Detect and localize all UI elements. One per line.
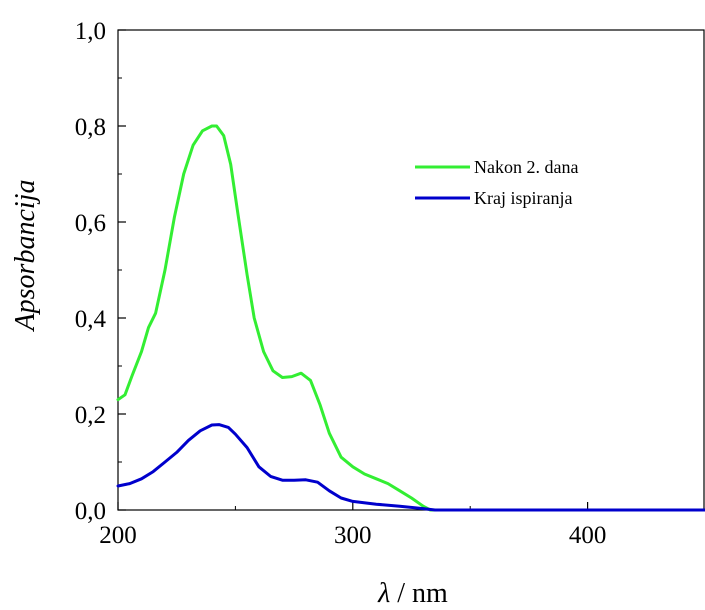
plot-frame [117, 29, 705, 511]
y-tick-label: 0,8 [75, 114, 106, 141]
legend-label: Nakon 2. dana [474, 157, 578, 177]
series-line-1 [116, 124, 705, 512]
y-tick-label: 0,2 [75, 402, 106, 429]
y-tick-label: 0,0 [75, 498, 106, 525]
x-axis-symbol: λ [377, 578, 390, 609]
x-tick-label: 400 [569, 522, 607, 549]
x-tick-label: 300 [334, 522, 372, 549]
x-tick-label: 200 [99, 522, 137, 549]
x-axis-unit: / nm [390, 578, 448, 609]
y-tick-label: 0,4 [75, 306, 107, 333]
y-tick-label: 1,0 [75, 18, 106, 45]
legend-label: Kraj ispiranja [474, 188, 572, 208]
series-line-2 [116, 423, 705, 512]
y-tick-label: 0,6 [75, 210, 106, 237]
y-axis-title: Apsorbancija [10, 180, 41, 333]
x-axis-title: λ / nm [377, 578, 448, 609]
